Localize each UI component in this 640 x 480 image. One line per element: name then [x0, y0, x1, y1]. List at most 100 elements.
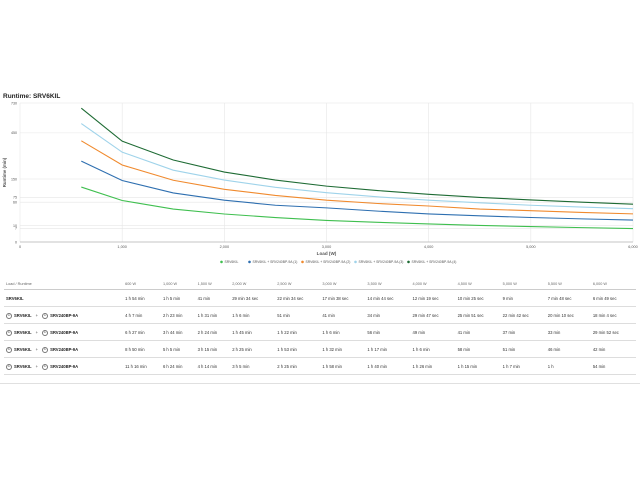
legend-marker	[301, 260, 304, 264]
table-column-header: 2,000 W	[230, 278, 276, 290]
chart-legend: SRV6KIL SRV6KIL + SRV240BP-9A (1) SRV6KIL …	[220, 260, 456, 264]
runtime-cell: 18 min 4 sec	[590, 306, 636, 324]
runtime-cell: 41 min	[195, 289, 231, 307]
battery-pack-model: SRV240BP-9A	[50, 347, 79, 352]
battery-count-icon: 1x	[42, 312, 49, 319]
config-label: 3x SRV6KIL +3x SRV240BP-9A	[6, 346, 79, 353]
runtime-cell: 29 min 34 sec	[230, 289, 276, 307]
config-label: 2x SRV6KIL +2x SRV240BP-9A	[6, 329, 79, 336]
row-label: SRV6KIL	[4, 289, 124, 307]
table-row: 3x SRV6KIL +3x SRV240BP-9A 8 h 50 min 5 h 5 m…	[4, 340, 636, 358]
runtime-cell: 12 min 19 sec	[410, 289, 456, 307]
runtime-cell: 1 h 22 min	[275, 323, 321, 341]
row-label: 1x SRV6KIL +1x SRV240BP-9A	[4, 306, 124, 324]
table-column-header: 3,000 W	[320, 278, 366, 290]
runtime-cell: 6 h 24 min	[160, 357, 196, 375]
x-tick-label: 2,000	[220, 245, 230, 249]
runtime-cell: 2 h 25 min	[230, 340, 276, 358]
runtime-cell: 1 h 32 min	[320, 340, 366, 358]
y-tick-label: 0	[15, 240, 17, 244]
battery-count-icon: 1x	[6, 312, 12, 319]
runtime-cell: 37 min	[500, 323, 546, 341]
legend-marker	[354, 260, 357, 264]
ups-model: SRV6KIL	[14, 313, 32, 318]
runtime-chart: 0 1,000 2,000 3,000 4,000 5,000 6,000 0 710 6075…	[2, 101, 638, 264]
runtime-cell: 1 h 26 min	[410, 357, 456, 375]
series-line	[81, 140, 634, 215]
table-column-header: 5,500 W	[545, 278, 591, 290]
runtime-cell: 1 h 6 min	[230, 306, 276, 324]
table-column-header: 2,500 W	[275, 278, 321, 290]
table-column-header: 6,000 W	[590, 278, 636, 290]
runtime-cell: 4 h 7 min	[123, 306, 161, 324]
x-tick-label: 6,000	[628, 245, 638, 249]
runtime-cell: 1 h 45 min	[230, 323, 276, 341]
x-axis-label: Load (W)	[317, 251, 337, 256]
x-tick-label: 5,000	[526, 245, 536, 249]
chart-series	[80, 107, 634, 230]
runtime-cell: 1 h 6 min	[410, 340, 456, 358]
runtime-cell: 25 min 51 sec	[455, 306, 501, 324]
legend-marker	[220, 260, 223, 264]
series-line	[80, 107, 634, 205]
runtime-cell: 1 h 31 min	[195, 306, 231, 324]
divider	[0, 383, 640, 384]
runtime-cell: 11 h 16 min	[123, 357, 161, 375]
x-axis-ticks: 0 1,000 2,000 3,000 4,000 5,000 6,000	[19, 245, 638, 249]
runtime-cell: 1 h 15 min	[455, 357, 501, 375]
runtime-cell: 5 h 5 min	[160, 340, 196, 358]
legend-item: SRV6KIL + SRV240BP-9A (4)	[412, 260, 457, 264]
table-row: SRV6KIL 1 h 54 min 1 h 5 min 41 min 29 min 3…	[4, 289, 636, 307]
plus-icon: +	[35, 347, 39, 352]
runtime-cell: 1 h 5 min	[160, 289, 196, 307]
y-tick-label: 730	[11, 101, 17, 105]
table-row: 4x SRV6KIL +4x SRV240BP-9A 11 h 16 min 6 h 24…	[4, 357, 636, 375]
config-label: 4x SRV6KIL +4x SRV240BP-9A	[6, 363, 79, 370]
legend-marker	[248, 260, 251, 264]
config-label: 1x SRV6KIL +1x SRV240BP-9A	[6, 312, 78, 319]
battery-count-icon: 2x	[6, 329, 12, 336]
runtime-cell: 10 min 25 sec	[455, 289, 501, 307]
table-column-header: 600 W	[123, 278, 161, 290]
table-column-header: 1,500 W	[195, 278, 231, 290]
legend-item: SRV6KIL + SRV240BP-9A (2)	[306, 260, 351, 264]
legend-item: SRV6KIL + SRV240BP-9A (3)	[359, 260, 404, 264]
runtime-cell: 56 min	[365, 323, 411, 341]
runtime-cell: 3 h 44 min	[160, 323, 196, 341]
runtime-cell: 41 min	[320, 306, 366, 324]
table-column-header: 5,000 W	[500, 278, 546, 290]
table-column-header: 4,000 W	[410, 278, 456, 290]
battery-pack-model: SRV240BP-9A	[50, 364, 79, 369]
runtime-table: Load / Runtime 600 W 1,000 W 1,500 W 2,000 …	[4, 278, 636, 375]
runtime-cell: 54 min	[590, 357, 636, 375]
runtime-cell: 51 min	[275, 306, 321, 324]
runtime-cell: 17 min 38 sec	[320, 289, 366, 307]
runtime-cell: 8 h 50 min	[123, 340, 161, 358]
battery-pack-model: SRV240BP-9A	[50, 330, 79, 335]
battery-count-icon: 4x	[42, 363, 49, 370]
table-column-header: 1,000 W	[160, 278, 196, 290]
runtime-cell: 2 h 24 min	[195, 323, 231, 341]
runtime-cell: 1 h 17 min	[365, 340, 411, 358]
plus-icon: +	[35, 364, 39, 369]
runtime-cell: 1 h	[545, 357, 591, 375]
plus-icon: +	[35, 330, 39, 335]
runtime-cell: 6 h 27 min	[123, 323, 161, 341]
runtime-cell: 1 h 7 min	[500, 357, 546, 375]
runtime-cell: 4 h 14 min	[195, 357, 231, 375]
series-line	[80, 123, 634, 210]
battery-count-icon: 3x	[6, 346, 12, 353]
row-label: 3x SRV6KIL +3x SRV240BP-9A	[4, 340, 124, 358]
table-column-header: 4,500 W	[455, 278, 501, 290]
y-tick-label: 150	[11, 177, 17, 181]
legend-marker	[407, 260, 410, 264]
table-body: SRV6KIL 1 h 54 min 1 h 5 min 41 min 29 min 3…	[4, 289, 636, 375]
y-tick-label: 7	[15, 227, 17, 231]
runtime-cell: 33 min	[545, 323, 591, 341]
runtime-cell: 1 h 53 min	[275, 340, 321, 358]
runtime-cell: 22 min 34 sec	[275, 289, 321, 307]
runtime-cell: 9 min	[500, 289, 546, 307]
runtime-cell: 22 min 42 sec	[500, 306, 546, 324]
runtime-cell: 58 min	[455, 340, 501, 358]
